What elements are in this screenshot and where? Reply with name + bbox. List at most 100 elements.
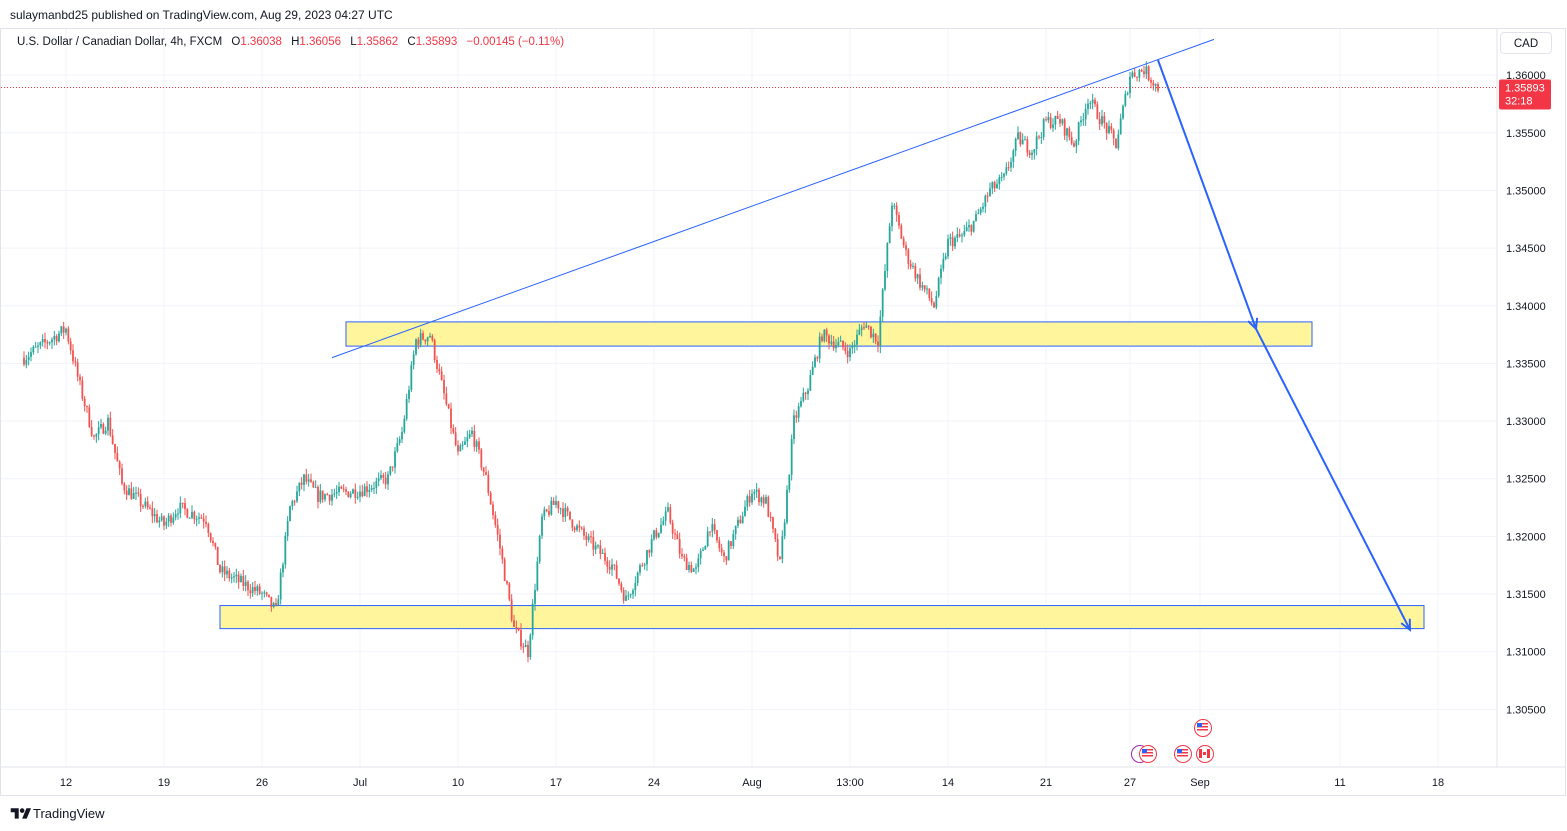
candle[interactable] (732, 529, 735, 549)
candle[interactable] (466, 430, 469, 448)
candle[interactable] (639, 563, 641, 576)
candle[interactable] (256, 584, 259, 596)
candle[interactable] (1080, 116, 1082, 127)
candle[interactable] (44, 332, 46, 349)
candle[interactable] (86, 405, 88, 413)
candle[interactable] (692, 567, 695, 573)
candle[interactable] (704, 545, 707, 550)
candle[interactable] (412, 350, 415, 370)
candle[interactable] (573, 526, 576, 533)
candle[interactable] (1126, 91, 1129, 96)
candle[interactable] (776, 533, 779, 562)
candle[interactable] (426, 336, 429, 346)
candle[interactable] (898, 211, 900, 230)
candle[interactable] (205, 515, 207, 528)
candle[interactable] (212, 537, 214, 547)
candle[interactable] (825, 327, 828, 343)
candle[interactable] (622, 587, 625, 604)
candle[interactable] (1084, 103, 1087, 126)
candle[interactable] (424, 339, 427, 345)
candle[interactable] (954, 235, 956, 250)
candle[interactable] (25, 354, 28, 369)
candle[interactable] (447, 403, 450, 410)
candle[interactable] (629, 593, 632, 599)
candle[interactable] (438, 363, 441, 375)
candle[interactable] (422, 330, 424, 341)
candle[interactable] (961, 232, 963, 243)
candle[interactable] (478, 437, 480, 454)
candle[interactable] (116, 446, 119, 462)
candle[interactable] (93, 434, 95, 440)
candle[interactable] (755, 483, 758, 499)
candle[interactable] (1017, 126, 1019, 141)
candle[interactable] (849, 344, 851, 362)
candle[interactable] (405, 393, 408, 421)
candle[interactable] (779, 556, 781, 560)
candle[interactable] (1096, 101, 1099, 120)
candle[interactable] (160, 513, 163, 522)
candle[interactable] (1038, 135, 1040, 140)
candle[interactable] (802, 387, 805, 403)
candle[interactable] (767, 495, 770, 518)
candle[interactable] (858, 323, 861, 336)
candle[interactable] (795, 410, 798, 423)
candle[interactable] (452, 424, 455, 435)
candle[interactable] (1003, 172, 1005, 181)
candle[interactable] (443, 374, 445, 400)
candle[interactable] (786, 485, 788, 525)
candle[interactable] (751, 489, 753, 505)
candle[interactable] (158, 516, 161, 528)
candle[interactable] (1000, 171, 1003, 182)
candle[interactable] (1108, 120, 1110, 135)
candle[interactable] (433, 338, 436, 364)
candle[interactable] (576, 523, 578, 532)
candle[interactable] (489, 490, 492, 505)
candle[interactable] (30, 347, 32, 362)
candle[interactable] (921, 281, 924, 291)
candle[interactable] (930, 291, 933, 306)
candle[interactable] (193, 510, 196, 525)
candle[interactable] (62, 321, 65, 339)
candle[interactable] (725, 556, 728, 566)
candle[interactable] (151, 501, 154, 524)
candle[interactable] (363, 483, 366, 497)
candle[interactable] (1138, 68, 1141, 82)
candle[interactable] (1147, 65, 1150, 82)
candle[interactable] (594, 541, 597, 555)
candle[interactable] (1075, 138, 1078, 154)
candle[interactable] (737, 516, 739, 529)
candle[interactable] (870, 326, 872, 339)
candle[interactable] (797, 402, 800, 423)
candle[interactable] (233, 571, 235, 583)
candle[interactable] (800, 396, 802, 408)
candle[interactable] (758, 487, 760, 506)
candle[interactable] (247, 580, 249, 596)
candle[interactable] (450, 402, 452, 435)
us-flag-event-icon[interactable] (1139, 745, 1157, 763)
candle[interactable] (636, 571, 639, 586)
candle[interactable] (874, 333, 877, 345)
candle[interactable] (895, 202, 898, 222)
candle[interactable] (557, 500, 560, 514)
candle[interactable] (713, 519, 716, 535)
candle[interactable] (177, 508, 179, 520)
candle[interactable] (513, 614, 515, 628)
candle[interactable] (1040, 132, 1043, 145)
candle[interactable] (956, 227, 959, 243)
candle[interactable] (473, 424, 476, 452)
candle[interactable] (317, 485, 319, 509)
candle[interactable] (305, 468, 308, 485)
candle[interactable] (585, 531, 588, 547)
candle[interactable] (1019, 131, 1022, 147)
candle[interactable] (1133, 67, 1136, 78)
candle[interactable] (1052, 118, 1054, 132)
candle[interactable] (627, 591, 630, 601)
candle[interactable] (209, 532, 212, 543)
candle[interactable] (340, 485, 343, 490)
candle[interactable] (499, 528, 501, 556)
candle[interactable] (905, 241, 907, 256)
candle[interactable] (510, 594, 513, 623)
candle[interactable] (604, 547, 606, 565)
candle[interactable] (23, 351, 25, 367)
candle[interactable] (132, 486, 135, 500)
